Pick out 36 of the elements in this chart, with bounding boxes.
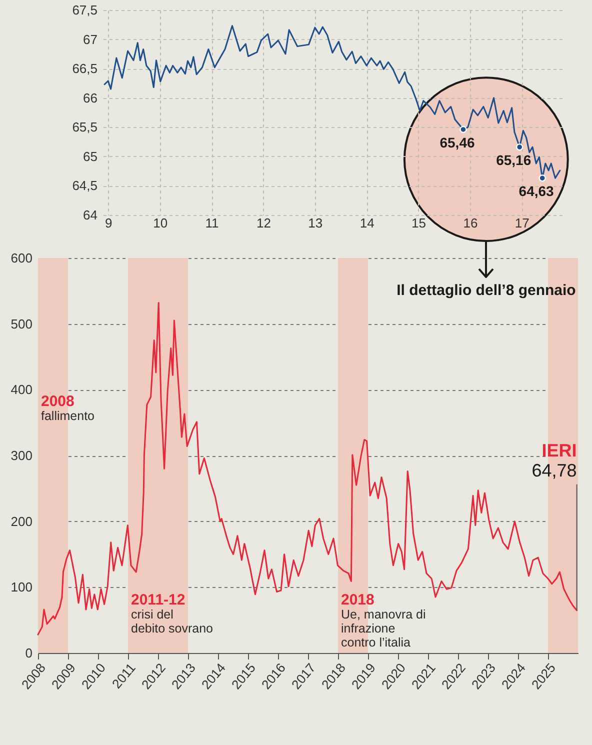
y-tick-label: 500 [10,316,32,332]
y-tick-label: 600 [10,250,32,266]
x-tick-label: 13 [308,216,323,230]
annotation: Il dettaglio dell’8 gennaio [396,282,576,299]
x-tick-label: 10 [153,216,168,230]
annotation: 64,63 [518,183,554,200]
band-label: 2011-12 crisi del debito sovrano [131,592,214,636]
y-tick-label: 64 [83,208,98,222]
x-tick-label: 14 [360,216,374,230]
x-tick-label: 17 [514,216,530,230]
y-tick-label: 400 [10,382,32,398]
y-tick-label: 66 [83,90,98,106]
x-tick-label: 9 [105,216,112,230]
y-tick-label: 66,5 [72,61,98,76]
y-tick-label: 64,5 [72,178,98,194]
annotation: 65,16 [496,152,532,168]
x-tick-label: 12 [256,216,271,230]
annotation: 65,46 [440,134,475,150]
y-tick-label: 67 [83,32,98,47]
y-tick-label: 65 [83,148,98,164]
point [460,126,467,134]
x-tick-label: 16 [463,216,478,230]
line-series [37,302,578,636]
x-tick-label: 11 [205,216,219,230]
annotation: IERI 64,78 [532,440,577,480]
point [516,143,524,151]
y-tick-label: 300 [10,448,32,463]
band-label: 2008 fallimento [41,392,95,423]
y-tick-label: 0 [25,646,32,660]
y-tick-label: 65,5 [72,120,98,135]
y-tick-label: 67,5 [72,2,98,18]
band-label: 2018 Ue, manovra di infrazione contro l’italia [341,592,426,650]
y-tick-label: 100 [10,580,32,595]
point [538,174,546,182]
y-tick-label: 200 [10,514,32,529]
x-tick-label: 15 [412,216,426,230]
